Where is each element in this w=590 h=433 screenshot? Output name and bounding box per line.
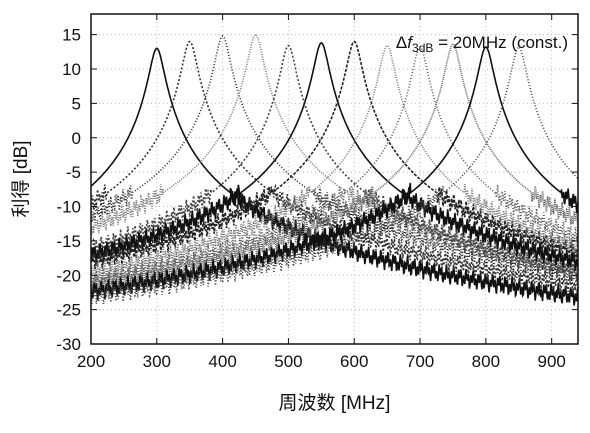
- tick-labels: 200 300 400 500 600 700 800 900 -30 -25 -20 -15 -10 -…: [56, 26, 565, 371]
- y-tick-label: 5: [72, 94, 81, 113]
- x-tick-label: 800: [472, 352, 500, 371]
- annotation-delta: Δ: [396, 33, 407, 52]
- response-curve-800mhz: [90, 46, 579, 301]
- plot-frame: [90, 13, 579, 345]
- y-tick-label: -20: [56, 266, 81, 285]
- x-tick-label: 500: [274, 352, 302, 371]
- y-tick-label: -5: [66, 163, 81, 182]
- y-tick-label: -15: [56, 232, 81, 251]
- annotation-f: f: [407, 33, 414, 52]
- response-curve-350mhz: [90, 40, 579, 295]
- x-axis-title: 周波数 [MHz]: [279, 392, 391, 414]
- y-axis-title: 利得 [dB]: [10, 140, 32, 217]
- response-curve-850mhz: [90, 46, 579, 305]
- bandwidth-annotation: Δf3dB = 20MHz (const.): [396, 33, 568, 55]
- x-tick-label: 600: [340, 352, 368, 371]
- y-tick-label: 10: [62, 60, 81, 79]
- x-tick-label: 400: [208, 352, 236, 371]
- annotation-value: = 20MHz (const.): [433, 33, 568, 52]
- x-tick-label: 300: [143, 352, 171, 371]
- response-curve-700mhz: [90, 46, 579, 289]
- response-curve-500mhz: [90, 44, 579, 282]
- annotation-subscript: 3dB: [412, 41, 433, 55]
- y-tick-label: 0: [72, 129, 81, 148]
- series-group: [90, 33, 579, 306]
- grid: [91, 14, 578, 344]
- y-tick-label: -10: [56, 198, 81, 217]
- response-curve-650mhz: [90, 44, 579, 281]
- y-tick-label: 15: [62, 26, 81, 45]
- response-curve-300mhz: [90, 47, 579, 306]
- response-curve-600mhz: [90, 40, 579, 270]
- y-tick-label: -30: [56, 335, 81, 354]
- response-curve-550mhz: [90, 42, 579, 271]
- x-tick-label: 700: [406, 352, 434, 371]
- ticks: [90, 14, 578, 345]
- y-tick-label: -25: [56, 301, 81, 320]
- response-curve-450mhz: [90, 33, 579, 278]
- x-tick-label: 200: [77, 352, 105, 371]
- x-tick-label: 900: [537, 352, 565, 371]
